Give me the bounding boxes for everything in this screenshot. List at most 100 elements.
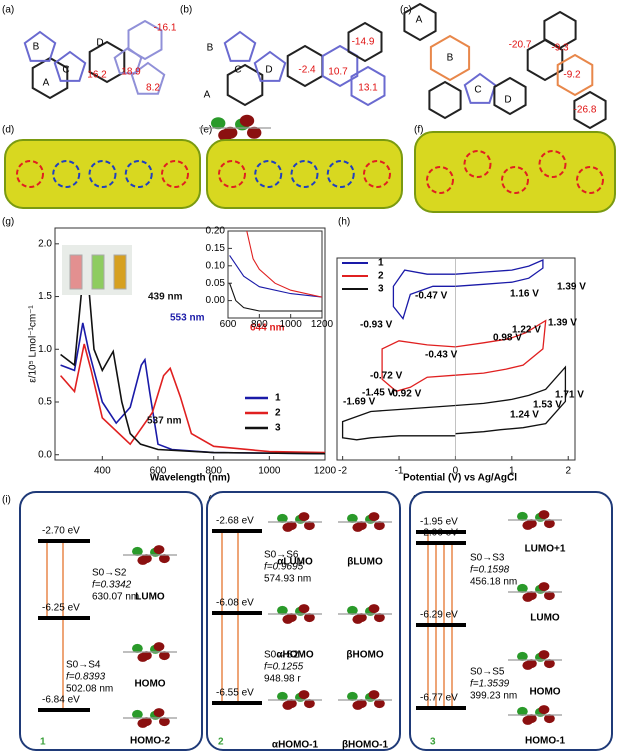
orbital-lobe [153, 642, 165, 652]
nics-value: -9.3 [551, 43, 569, 54]
orbital-lobe [517, 583, 528, 593]
panel-label: (i) [2, 495, 11, 506]
orbital-lobe [282, 614, 294, 624]
orbital-lobe [132, 643, 143, 653]
orbital-lobe [368, 604, 380, 614]
energy-label: -2.06 eV [420, 528, 458, 539]
orbital-lobe [153, 708, 165, 718]
transition-text: f=1.3539 [470, 679, 510, 690]
x-tick-label: 1 [509, 466, 515, 477]
ring [223, 30, 257, 62]
plot-frame [336, 257, 576, 461]
x-axis-label: Wavelength (nm) [150, 473, 230, 484]
orbital-lobe [277, 513, 288, 523]
orbital-lobe [277, 605, 288, 615]
orbital-lobe [374, 699, 385, 709]
annotation: 1.16 V [510, 289, 539, 300]
orbital-label: HOMO [529, 687, 560, 698]
ring-label: B [33, 42, 40, 53]
ring [463, 72, 497, 104]
y-tick-label: 2.0 [38, 238, 52, 249]
legend-label: 2 [378, 271, 384, 282]
annotation: 1.24 V [510, 410, 539, 421]
panel-label: (d) [2, 125, 14, 136]
current-ring [363, 160, 391, 188]
orbital-lobe [374, 613, 385, 623]
orbital-lobe [137, 555, 149, 565]
orbital-lobe [218, 129, 233, 142]
current-ring [326, 160, 355, 188]
orbital-lobe [277, 691, 288, 701]
orbital-lobe [282, 522, 294, 532]
transition-text: S0→S2 [264, 650, 299, 661]
orbital-lobe [352, 700, 364, 710]
current-ring [576, 166, 604, 194]
ring [428, 80, 462, 120]
orbital-label: LUMO [135, 592, 165, 603]
acid-plot [206, 139, 403, 209]
ring [226, 63, 264, 107]
ring [113, 46, 143, 75]
ring [493, 76, 527, 116]
legend-label: 1 [275, 393, 281, 404]
ring-label: B [447, 53, 454, 64]
transition-text: f=0.8393 [66, 672, 106, 683]
annotation: -0.93 V [360, 320, 393, 331]
orbital-label: αLUMO [277, 557, 313, 568]
nics-value: -26.8 [574, 105, 597, 116]
orbital-lobe [304, 699, 315, 709]
orbital-lobe [347, 691, 358, 701]
x-tick-label: 600 [150, 466, 167, 477]
orbital-lobe [159, 717, 170, 727]
current-ring [16, 160, 44, 188]
orbital-label: LUMO [530, 613, 560, 624]
ring [403, 2, 437, 42]
orbital-lobe [132, 709, 143, 719]
orbital-lobe [298, 512, 310, 522]
orbital-lobe [522, 660, 534, 670]
energy-label: -6.55 eV [216, 688, 254, 699]
transition-text: 399.23 nm [470, 691, 517, 702]
current-ring [538, 150, 567, 178]
ring-label: C [474, 85, 481, 96]
ring [429, 34, 471, 82]
current-ring [426, 166, 454, 194]
current-ring [52, 160, 81, 188]
orbital-label: HOMO-2 [130, 736, 170, 747]
annotation: 644 nm [250, 323, 285, 334]
annotation: -0.92 V [389, 389, 422, 400]
orbital-label: HOMO [134, 679, 165, 690]
orbital-lobe [304, 613, 315, 623]
orbital-lobe [374, 521, 385, 531]
orbital-lobe [544, 659, 555, 669]
orbital-lobe [347, 513, 358, 523]
vial [91, 254, 105, 290]
nics-value: -14.9 [352, 37, 375, 48]
orbital-lobe [304, 521, 315, 531]
transition-text: f=0.1255 [264, 662, 304, 673]
ring-label: D [265, 65, 272, 76]
panel-label: (c) [400, 5, 412, 16]
nics-value: -20.7 [509, 40, 532, 51]
orbital-lobe [538, 510, 550, 520]
orbital-label: βLUMO [347, 557, 383, 568]
energy-label: -6.29 eV [420, 610, 458, 621]
y-axis-label: ε/10⁵ Lmol⁻¹cm⁻¹ [28, 305, 39, 383]
energy-label: -6.77 eV [420, 693, 458, 704]
nics-value: 8.2 [146, 83, 160, 94]
ring [556, 53, 594, 97]
ring [347, 21, 383, 63]
transition-text: S0→S4 [66, 660, 101, 671]
annotation: 553 nm [170, 313, 205, 324]
legend-label: 2 [275, 408, 281, 419]
compound-label: 3 [430, 737, 436, 748]
nics-value: 13.1 [358, 83, 378, 94]
series-line [59, 343, 326, 454]
nics-value: 18.9 [121, 67, 141, 78]
orbital-lobe [247, 126, 262, 139]
transition-text: S0→S5 [470, 667, 505, 678]
annotation: -0.47 V [415, 291, 448, 302]
orbital-lobe [544, 519, 555, 529]
orbital-lobe [137, 718, 149, 728]
current-ring [254, 160, 283, 188]
